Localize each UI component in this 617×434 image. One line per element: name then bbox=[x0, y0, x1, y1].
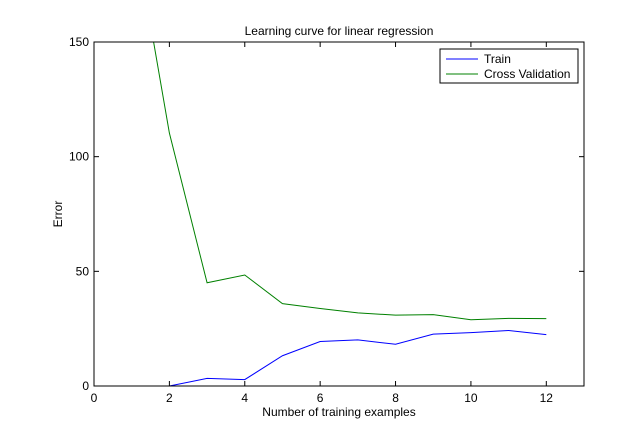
y-tick-label: 100 bbox=[69, 150, 89, 164]
legend-label: Train bbox=[484, 52, 511, 66]
series-layer bbox=[131, 42, 547, 386]
x-axis: 0 2 4 6 8 10 12 bbox=[91, 42, 554, 405]
x-tick-label: 4 bbox=[241, 391, 248, 405]
x-tick-label: 12 bbox=[540, 391, 554, 405]
x-tick-label: 10 bbox=[464, 391, 478, 405]
y-axis: 0 50 100 150 bbox=[69, 35, 584, 393]
x-tick-label: 2 bbox=[166, 391, 173, 405]
y-tick-label: 0 bbox=[82, 379, 89, 393]
chart-title: Learning curve for linear regression bbox=[245, 24, 434, 38]
y-axis-label: Error bbox=[51, 201, 65, 228]
x-tick-label: 8 bbox=[392, 391, 399, 405]
series-line-cross-validation bbox=[153, 42, 547, 321]
series-line-train bbox=[131, 329, 547, 386]
x-tick-label: 0 bbox=[91, 391, 98, 405]
y-tick-label: 150 bbox=[69, 35, 89, 49]
legend-box bbox=[439, 48, 579, 84]
y-tick-label: 50 bbox=[76, 264, 90, 278]
plot-frame bbox=[93, 41, 585, 387]
x-axis-label: Number of training examples bbox=[262, 405, 415, 419]
x-tick-label: 6 bbox=[317, 391, 324, 405]
legend-label: Cross Validation bbox=[484, 67, 570, 81]
